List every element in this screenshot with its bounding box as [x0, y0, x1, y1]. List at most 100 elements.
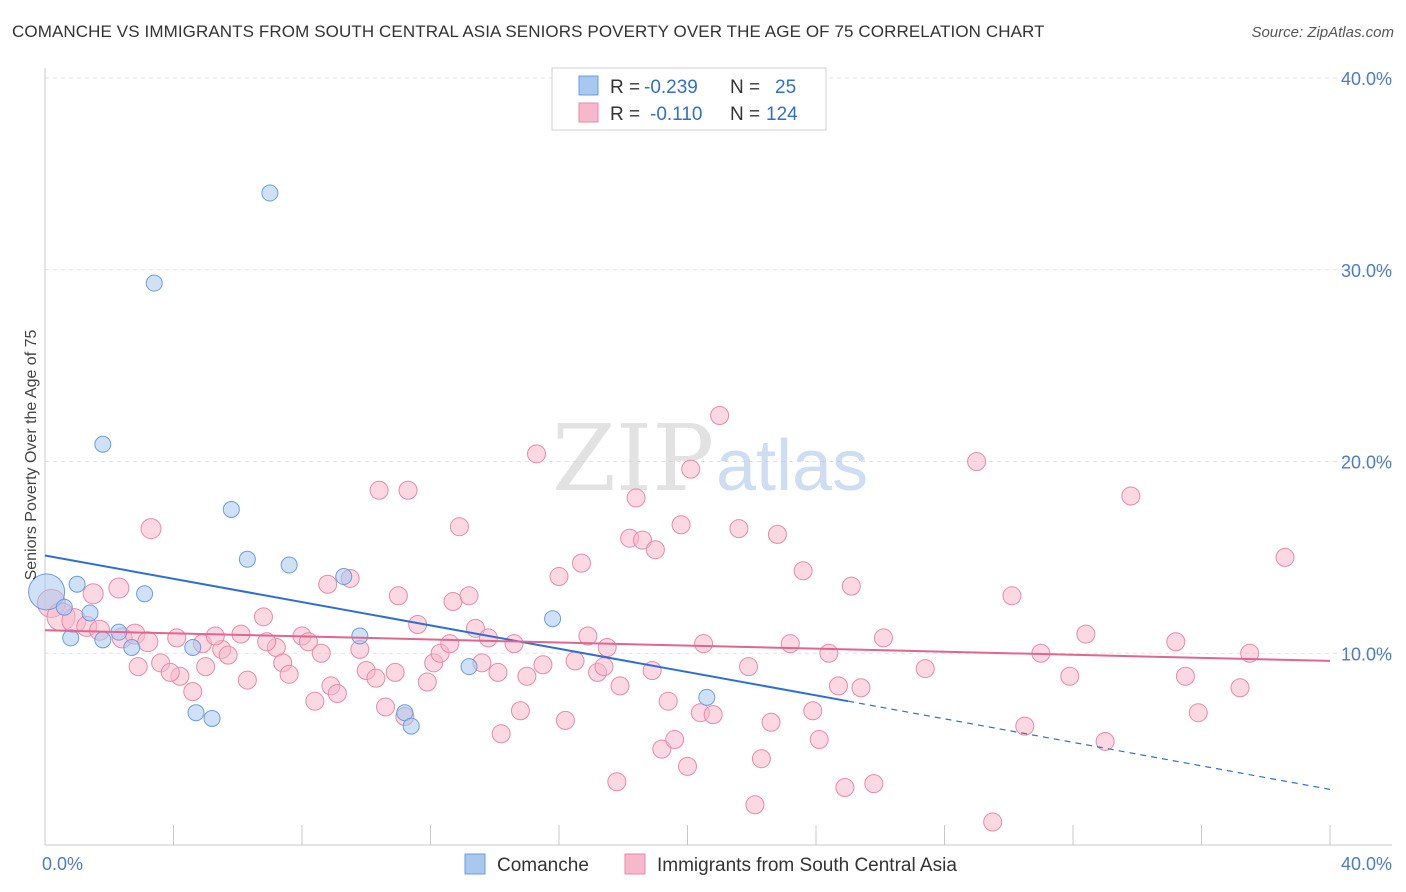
point-immigrants-73 — [665, 730, 685, 750]
point-comanche-19 — [184, 638, 202, 656]
point-immigrants-98 — [967, 452, 987, 471]
y-tick-label-20: 20.0% — [1341, 453, 1392, 473]
trend-line-comanche — [44, 554, 849, 703]
point-immigrants-97 — [915, 659, 935, 679]
point-immigrants-72 — [658, 691, 678, 711]
point-immigrants-10 — [140, 518, 162, 540]
point-immigrants-65 — [607, 772, 627, 792]
y-axis-label: Seniors Poverty Over the Age of 75 — [23, 330, 40, 581]
trend-line-immigrants — [44, 629, 1331, 662]
point-immigrants-112 — [1275, 547, 1295, 567]
point-immigrants-110 — [1230, 678, 1250, 698]
point-immigrants-93 — [841, 576, 861, 596]
point-immigrants-52 — [491, 724, 511, 744]
point-comanche-20 — [187, 704, 205, 722]
point-immigrants-53 — [504, 634, 524, 654]
point-comanche-0 — [28, 573, 66, 611]
point-immigrants-92 — [835, 777, 855, 797]
y-tick-label-40: 40.0% — [1341, 69, 1392, 89]
point-immigrants-51 — [488, 662, 508, 682]
point-immigrants-100 — [1002, 586, 1022, 606]
point-immigrants-59 — [555, 710, 575, 730]
point-immigrants-119 — [597, 637, 617, 657]
legend-n-value-2: 124 — [766, 104, 798, 125]
point-immigrants-115 — [305, 691, 325, 711]
x-tick-label-min: 0.0% — [42, 854, 83, 874]
point-immigrants-11 — [128, 657, 148, 677]
point-immigrants-28 — [318, 574, 338, 594]
point-immigrants-58 — [549, 567, 569, 587]
point-immigrants-95 — [864, 774, 884, 794]
point-immigrants-56 — [527, 444, 547, 464]
point-immigrants-116 — [183, 682, 203, 702]
point-comanche-12 — [222, 500, 240, 518]
point-immigrants-111 — [1240, 643, 1260, 663]
legend-swatch-immigrants — [578, 102, 599, 123]
point-immigrants-69 — [633, 530, 653, 550]
point-immigrants-79 — [703, 705, 723, 725]
point-immigrants-86 — [767, 524, 787, 544]
point-comanche-24 — [698, 688, 716, 706]
series-legend-label-immigrants: Immigrants from South Central Asia — [657, 855, 957, 876]
point-immigrants-62 — [578, 626, 598, 646]
y-tick-label-10: 10.0% — [1341, 644, 1392, 664]
point-immigrants-68 — [626, 488, 646, 508]
point-immigrants-42 — [417, 672, 437, 692]
point-comanche-6 — [136, 585, 154, 603]
point-comanche-10 — [261, 184, 279, 202]
point-immigrants-109 — [1188, 703, 1208, 723]
legend-r-label-1: R = — [610, 77, 640, 98]
point-immigrants-75 — [678, 756, 697, 776]
series-legend-label-comanche: Comanche — [497, 855, 589, 876]
point-comanche-9 — [145, 274, 163, 292]
point-comanche-13 — [238, 550, 256, 568]
chart-source: Source: ZipAtlas.com — [1251, 24, 1394, 41]
point-immigrants-39 — [398, 480, 418, 500]
chart-title: COMANCHE VS IMMIGRANTS FROM SOUTH CENTRA… — [12, 22, 1045, 41]
point-immigrants-20 — [237, 670, 257, 690]
point-immigrants-61 — [571, 553, 591, 573]
point-immigrants-45 — [443, 591, 463, 611]
point-immigrants-113 — [257, 632, 277, 652]
point-immigrants-37 — [385, 662, 405, 682]
point-immigrants-9 — [137, 631, 159, 653]
point-immigrants-82 — [739, 657, 759, 677]
legend-r-value-1: -0.239 — [644, 77, 698, 98]
point-immigrants-40 — [388, 586, 408, 606]
point-comanche-14 — [280, 556, 298, 574]
point-immigrants-117 — [160, 662, 180, 682]
point-immigrants-27 — [311, 643, 331, 663]
point-immigrants-14 — [167, 628, 187, 648]
point-immigrants-96 — [873, 628, 893, 648]
y-tick-label-30: 30.0% — [1341, 261, 1392, 281]
point-immigrants-6 — [108, 577, 130, 599]
point-immigrants-101 — [1015, 716, 1035, 736]
point-immigrants-106 — [1121, 486, 1141, 506]
point-immigrants-4 — [82, 583, 104, 605]
point-comanche-22 — [460, 658, 478, 676]
point-immigrants-114 — [205, 626, 225, 646]
point-comanche-3 — [81, 604, 99, 622]
point-comanche-23 — [544, 610, 562, 628]
point-immigrants-104 — [1076, 624, 1096, 644]
point-immigrants-35 — [369, 480, 389, 500]
point-immigrants-84 — [751, 749, 771, 769]
point-comanche-8 — [123, 638, 141, 656]
watermark: ZIP atlas — [552, 405, 868, 512]
point-immigrants-91 — [828, 676, 848, 696]
legend-n-label-2: N = — [730, 104, 760, 125]
point-immigrants-21 — [253, 607, 273, 627]
legend-n-label-1: N = — [730, 77, 760, 98]
point-immigrants-24 — [279, 664, 299, 684]
point-immigrants-66 — [610, 676, 630, 696]
watermark-atlas: atlas — [716, 426, 868, 506]
point-immigrants-18 — [218, 645, 238, 665]
point-immigrants-89 — [803, 701, 823, 721]
point-comanche-21 — [203, 709, 221, 727]
point-immigrants-120 — [809, 730, 829, 750]
legend-n-value-1: 25 — [775, 77, 796, 98]
point-immigrants-99 — [983, 812, 1003, 832]
legend-r-label-2: R = — [610, 104, 640, 125]
point-immigrants-30 — [327, 684, 347, 704]
